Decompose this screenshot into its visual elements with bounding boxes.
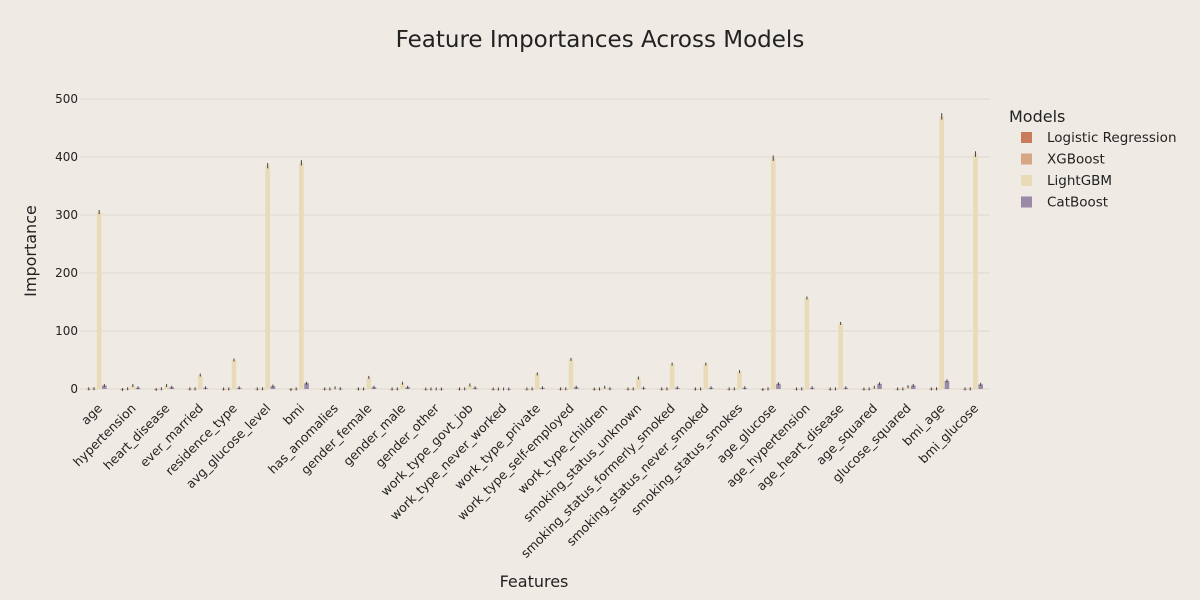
- legend-label: Logistic Regression: [1047, 130, 1177, 146]
- bar: [973, 154, 978, 389]
- bar: [164, 385, 169, 389]
- x-tick-label: bmi_glucose: [916, 400, 982, 466]
- bar: [265, 165, 270, 389]
- x-tick-label: age: [78, 400, 105, 427]
- bar: [568, 359, 574, 389]
- bar: [838, 323, 843, 389]
- bar: [703, 364, 709, 389]
- bar: [467, 384, 473, 389]
- bar: [944, 380, 950, 389]
- legend: Models Logistic Regression XGBoost LightGB…: [1009, 107, 1177, 211]
- bar: [669, 364, 675, 389]
- y-axis-ticks: 0 100 200 300 400 500: [55, 92, 78, 396]
- bar: [366, 377, 372, 389]
- bar: [304, 383, 309, 389]
- bar: [102, 385, 107, 389]
- bar: [535, 373, 540, 389]
- legend-items: Logistic Regression XGBoost LightGBM CatBoo…: [1021, 130, 1177, 211]
- bar: [636, 377, 641, 389]
- bar: [804, 297, 810, 389]
- legend-swatch: [1021, 175, 1032, 186]
- x-tick-label: bmi: [280, 401, 307, 428]
- y-tick-label: 300: [55, 208, 78, 222]
- bar: [231, 360, 237, 389]
- y-tick-label: 200: [55, 266, 78, 280]
- bar: [877, 383, 882, 389]
- bar: [299, 162, 304, 389]
- legend-swatch: [1021, 153, 1032, 165]
- x-axis-ticks: agehypertensionheart_diseaseever_married…: [70, 400, 981, 561]
- chart-title: Feature Importances Across Models: [396, 27, 805, 53]
- y-tick-label: 100: [55, 324, 78, 338]
- bar: [197, 375, 203, 389]
- bar: [978, 384, 983, 389]
- legend-label: CatBoost: [1047, 195, 1108, 211]
- y-tick-label: 400: [55, 150, 78, 164]
- bar: [776, 383, 781, 389]
- legend-label: XGBoost: [1047, 152, 1105, 168]
- x-axis-title: Features: [500, 572, 569, 591]
- legend-label: LightGBM: [1047, 173, 1112, 189]
- bar: [939, 116, 945, 390]
- bar: [130, 385, 136, 389]
- y-tick-label: 500: [55, 92, 78, 106]
- y-tick-label: 0: [70, 382, 78, 396]
- bar: [910, 385, 916, 389]
- y-axis-title: Importance: [21, 205, 40, 297]
- bars: [86, 113, 983, 392]
- legend-swatch: [1021, 132, 1032, 143]
- legend-swatch: [1021, 196, 1032, 208]
- legend-title: Models: [1009, 107, 1065, 126]
- bar: [96, 212, 102, 389]
- grid: [80, 98, 990, 390]
- bar: [400, 383, 405, 389]
- bar: [770, 158, 776, 389]
- bar: [737, 371, 742, 389]
